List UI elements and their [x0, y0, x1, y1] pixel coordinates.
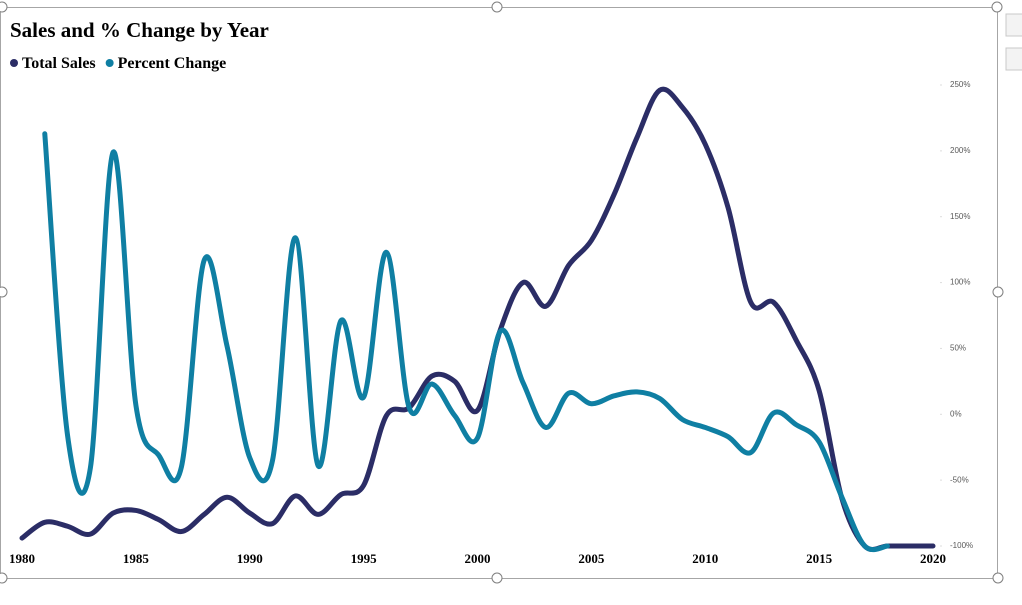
series-line — [19, 86, 936, 552]
handle[interactable] — [992, 572, 1004, 584]
x-tick-label: 1980 — [9, 551, 35, 566]
x-tick-label: 2020 — [920, 551, 946, 566]
legend: Total Sales Percent Change — [10, 55, 226, 72]
handle[interactable] — [491, 1, 503, 13]
selection-handles — [0, 1, 1004, 584]
handle[interactable] — [0, 286, 8, 298]
y2-tick-label: 200% — [950, 146, 970, 155]
chart-styles-button[interactable] — [1005, 47, 1022, 71]
x-tick-label: 1985 — [123, 551, 150, 566]
chart-frame[interactable] — [0, 7, 998, 579]
legend-label: Total Sales — [22, 55, 96, 72]
y2-tick-label: 250% — [950, 80, 970, 89]
handle[interactable] — [491, 572, 503, 584]
handle[interactable] — [0, 1, 8, 13]
chart-elements-button[interactable] — [1005, 13, 1022, 37]
x-tick-label: 2015 — [806, 551, 833, 566]
y2-tick-label: 0% — [950, 409, 962, 418]
handle[interactable] — [0, 572, 8, 584]
y2-tick-label: 150% — [950, 212, 970, 221]
y2-tick-label: 100% — [950, 278, 970, 287]
chart-title: Sales and % Change by Year — [10, 18, 269, 42]
y2-tick-label: -50% — [950, 475, 969, 484]
x-tick-label: 2010 — [692, 551, 718, 566]
handle[interactable] — [992, 286, 1004, 298]
series-line — [42, 131, 890, 553]
x-tick-label: 1990 — [237, 551, 263, 566]
x-tick-label: 2005 — [578, 551, 605, 566]
handle[interactable] — [991, 1, 1003, 13]
legend-label: Percent Change — [118, 55, 227, 72]
y2-tick-label: 50% — [950, 344, 966, 353]
x-tick-label: 1995 — [351, 551, 378, 566]
legend-marker — [10, 59, 18, 67]
legend-marker — [105, 59, 114, 67]
y2-tick-label: -100% — [950, 541, 973, 550]
x-tick-label: 2000 — [465, 551, 491, 566]
